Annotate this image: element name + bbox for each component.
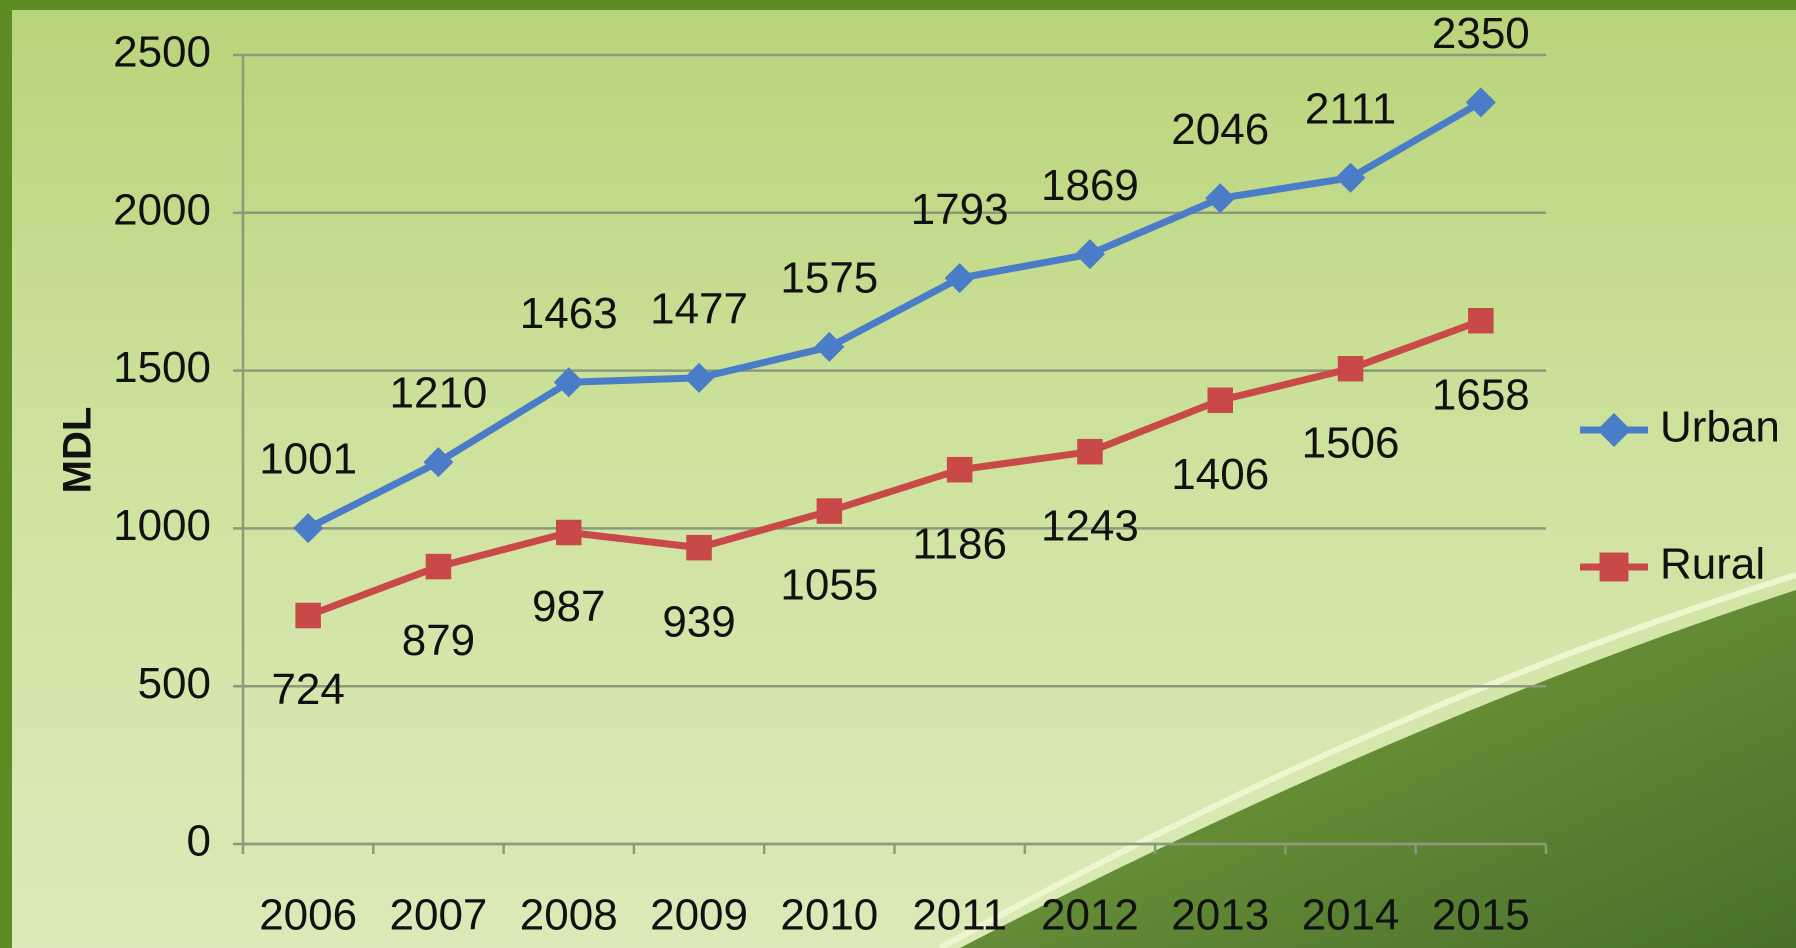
series-line <box>306 99 1483 532</box>
data-label: 1406 <box>1171 450 1269 499</box>
y-axis-label: MDL <box>56 407 100 494</box>
point-marker <box>686 534 712 561</box>
point-marker <box>556 519 582 546</box>
data-label: 1477 <box>650 284 748 333</box>
point-marker <box>1077 438 1103 465</box>
point-marker <box>553 367 584 398</box>
data-label: 1869 <box>1041 161 1139 210</box>
point-marker <box>814 331 845 362</box>
data-label: 1793 <box>911 185 1009 234</box>
data-label: 987 <box>532 582 605 631</box>
x-tick-label: 2015 <box>1432 891 1530 940</box>
point-marker <box>816 498 843 524</box>
legend-marker <box>1597 413 1631 447</box>
data-label: 1506 <box>1302 418 1400 467</box>
data-label: 1186 <box>912 519 1007 568</box>
point-marker <box>1465 87 1496 118</box>
point-marker <box>293 513 324 544</box>
data-label: 1055 <box>780 561 878 610</box>
point-marker <box>295 602 321 629</box>
x-tick-label: 2013 <box>1171 891 1269 940</box>
data-label: 1575 <box>780 254 878 303</box>
data-label: 879 <box>402 616 475 665</box>
point-marker <box>946 456 973 483</box>
x-tick-label: 2012 <box>1041 891 1139 940</box>
point-marker <box>1337 355 1364 382</box>
x-tick-label: 2008 <box>520 891 618 940</box>
data-label: 939 <box>662 597 735 646</box>
series-line <box>306 317 1483 619</box>
x-tick-label: 2011 <box>912 891 1007 940</box>
data-label: 1658 <box>1432 370 1530 419</box>
background-curve-edge <box>938 572 1796 948</box>
x-tick-label: 2006 <box>259 891 357 940</box>
x-tick-label: 2010 <box>780 891 878 940</box>
background-curve <box>960 590 1796 948</box>
x-tick-label: 2007 <box>390 891 488 940</box>
point-marker <box>1205 183 1236 214</box>
y-tick-label: 0 <box>187 817 211 866</box>
y-tick-label: 2500 <box>113 28 211 77</box>
y-tick-label: 1000 <box>113 501 211 550</box>
data-label: 1001 <box>259 435 357 484</box>
data-label: 2350 <box>1432 9 1530 58</box>
point-marker <box>423 447 454 478</box>
data-label: 724 <box>271 665 344 714</box>
legend-label: Urban <box>1660 403 1780 452</box>
y-tick-label: 1500 <box>113 343 211 392</box>
data-label: 2046 <box>1171 105 1269 154</box>
point-marker <box>944 263 975 294</box>
data-label: 1463 <box>520 289 618 338</box>
point-marker <box>425 553 452 580</box>
x-tick-label: 2009 <box>650 891 748 940</box>
data-label: 2111 <box>1305 84 1396 133</box>
data-label: 1243 <box>1041 501 1139 550</box>
y-tick-label: 500 <box>138 659 211 708</box>
data-label: 1210 <box>390 369 488 418</box>
legend-label: Rural <box>1660 540 1765 589</box>
x-tick-label: 2014 <box>1302 891 1400 940</box>
point-marker <box>1468 307 1494 334</box>
point-marker <box>1074 239 1105 270</box>
y-tick-label: 2000 <box>113 185 211 234</box>
point-marker <box>1335 162 1366 193</box>
legend-marker <box>1599 552 1629 582</box>
point-marker <box>1207 387 1233 414</box>
point-marker <box>684 362 715 393</box>
